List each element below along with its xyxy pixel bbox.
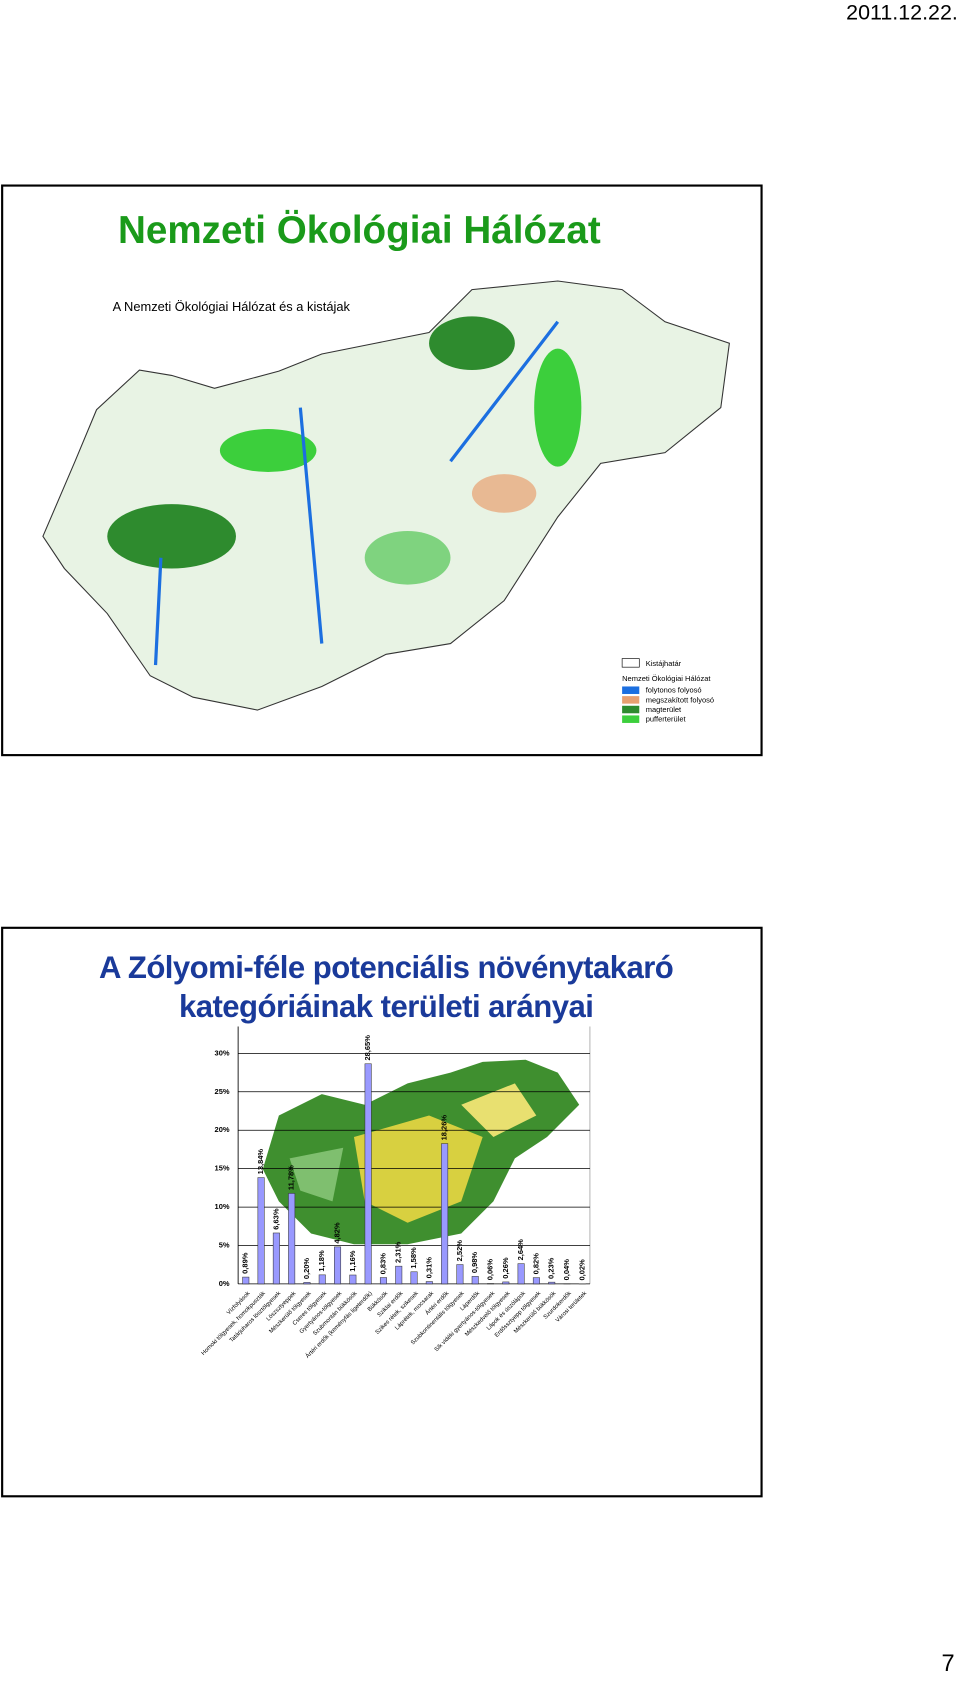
value-label: 0,06% <box>486 1259 495 1281</box>
bar <box>532 1277 540 1285</box>
value-label: 2,64% <box>516 1239 525 1261</box>
legend-label: folytonos folyosó <box>646 686 702 695</box>
value-label: 2,31% <box>394 1241 403 1263</box>
bar <box>318 1274 326 1285</box>
value-label: 1,16% <box>348 1250 357 1272</box>
y-tick-label: 20% <box>215 1125 230 1134</box>
map-legend: Kistájhatár Nemzeti Ökológiai Hálózat fo… <box>621 658 714 724</box>
bar <box>471 1276 479 1285</box>
legend-label: pufferterület <box>646 715 687 724</box>
chart-background-map <box>262 1059 580 1245</box>
value-label: 0,98% <box>470 1252 479 1274</box>
bar <box>334 1246 342 1285</box>
value-label: 1,18% <box>317 1250 326 1272</box>
y-tick-label: 10% <box>215 1202 230 1211</box>
chart-title-box: A Zólyomi-féle potenciális növénytakaró … <box>99 951 674 1025</box>
bar <box>379 1277 387 1285</box>
value-label: 28,65% <box>363 1035 372 1061</box>
value-label: 0,89% <box>241 1252 250 1274</box>
value-label: 0,31% <box>424 1257 433 1279</box>
bar <box>425 1281 433 1285</box>
legend-swatch <box>622 696 640 704</box>
value-label: 4,82% <box>333 1222 342 1244</box>
date: 2011.12.22. <box>846 1 958 25</box>
legend-label: Kistájhatár <box>646 659 682 668</box>
value-label: 6,63% <box>271 1208 280 1230</box>
value-label: 18,26% <box>440 1115 449 1141</box>
y-tick-label: 5% <box>219 1240 230 1249</box>
value-label: 0,26% <box>501 1257 510 1279</box>
map <box>42 280 730 711</box>
value-label: 11,78% <box>287 1165 296 1190</box>
bar <box>242 1276 250 1285</box>
value-label: 0,04% <box>562 1259 571 1281</box>
bar <box>441 1143 449 1285</box>
y-tick-label: 25% <box>215 1087 230 1096</box>
value-label: 0,20% <box>302 1258 311 1280</box>
value-label: 0,02% <box>577 1259 586 1281</box>
y-tick-label: 30% <box>215 1048 230 1057</box>
value-label: 2,52% <box>455 1240 464 1262</box>
y-tick-label: 0% <box>219 1279 230 1288</box>
bar <box>288 1193 296 1285</box>
bar <box>349 1274 357 1285</box>
bar <box>410 1271 418 1285</box>
legend-label: megszakított folyosó <box>646 695 714 704</box>
bar <box>364 1063 372 1285</box>
bar <box>272 1232 280 1285</box>
legend-swatch <box>622 705 640 714</box>
bar <box>395 1265 403 1285</box>
legend-swatch <box>622 715 640 723</box>
y-tick-label: 15% <box>215 1164 230 1173</box>
value-label: 13,84% <box>256 1149 265 1175</box>
slide-title: Nemzeti Ökológiai Hálózat <box>118 209 601 252</box>
chart-title: A Zólyomi-féle potenciális növénytakaró … <box>99 951 674 1025</box>
slide-subtitle: A Nemzeti Ökológiai Hálózat és a kistája… <box>113 299 351 314</box>
legend-swatch <box>621 658 640 668</box>
page-number: 7 <box>942 1650 955 1676</box>
legend-swatch <box>622 686 640 694</box>
bar <box>257 1177 265 1285</box>
value-label: 1,58% <box>409 1247 418 1269</box>
bar <box>517 1263 525 1285</box>
value-label: 0,23% <box>547 1257 556 1279</box>
value-label: 0,82% <box>531 1253 540 1275</box>
bar <box>502 1281 510 1285</box>
legend-label: magterület <box>646 705 682 714</box>
bar <box>303 1282 311 1285</box>
legend-heading: Nemzeti Ökológiai Hálózat <box>622 674 711 683</box>
bar <box>456 1264 464 1285</box>
value-label: 0,83% <box>378 1253 387 1275</box>
bar <box>548 1281 556 1285</box>
